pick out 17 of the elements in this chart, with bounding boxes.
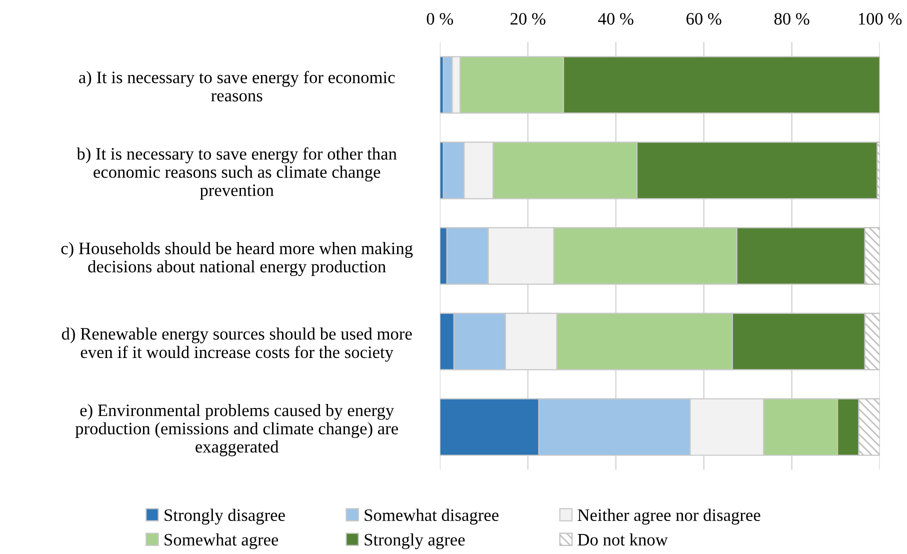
y-tick-label: e) Environmental problems caused by energy production (emissions and climate change) are exaggerated <box>75 404 398 456</box>
x-tick-label: 20 % <box>510 12 546 25</box>
y-tick-label: c) Households should be heard more when making decisions about national energy production <box>61 242 413 276</box>
x-tick-label: 60 % <box>686 12 722 25</box>
legend-label: Strongly agree <box>364 533 465 550</box>
x-tick-label: 80 % <box>774 12 810 25</box>
y-tick-label: b) It is necessary to save energy for other than economic reasons such as climate change prevention <box>76 147 397 200</box>
legend-label: Strongly disagree <box>164 508 285 525</box>
legend-label: Neither agree nor disagree <box>578 508 760 525</box>
y-tick-label: a) It is necessary to save energy for economic reasons <box>79 70 395 102</box>
x-tick-label: 40 % <box>598 12 634 25</box>
x-tick-label: 100 % <box>858 12 902 25</box>
x-tick-label: 0 % <box>426 12 454 25</box>
y-tick-label: d) Renewable energy sources should be used more even if it would increase costs for the society <box>62 327 412 362</box>
legend-label: Somewhat agree <box>164 533 278 550</box>
legend-label: Somewhat disagree <box>364 508 498 525</box>
legend-label: Do not know <box>578 533 668 546</box>
